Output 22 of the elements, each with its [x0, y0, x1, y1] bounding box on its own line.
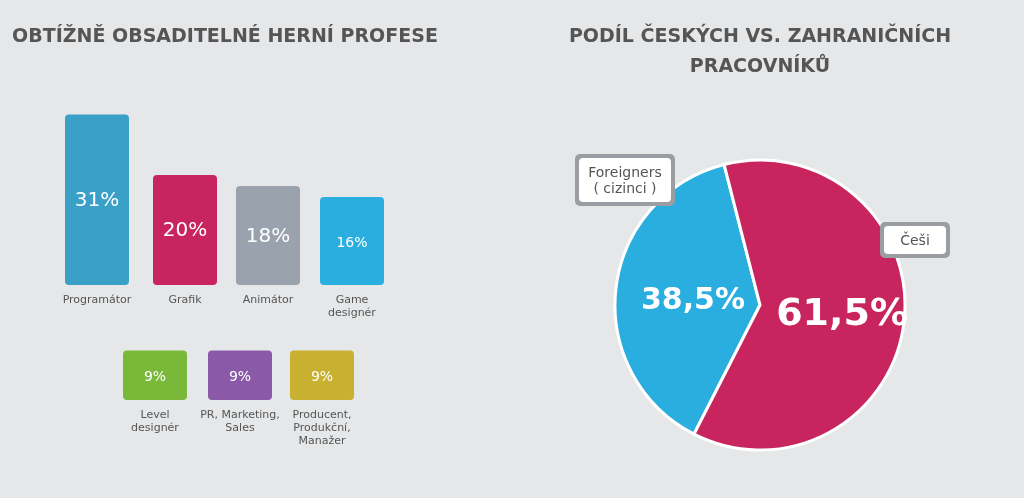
data-label: 9%: [228, 368, 252, 385]
data-label: 9%: [143, 368, 167, 385]
x-tick-label: Programátor: [62, 293, 132, 306]
x-tick-label: Producent, Produkční, Manažer: [292, 408, 352, 447]
data-label: 38,5%: [640, 280, 745, 316]
slice-label: Foreigners ( cizinci ): [588, 164, 662, 196]
data-label: 18%: [245, 222, 291, 247]
bar: [65, 114, 129, 285]
chart-title: PODÍL ČESKÝCH VS. ZAHRANIČNÍCH PRACOVNÍKŮ: [568, 23, 952, 76]
chart-title: OBTÍŽNĚ OBSADITELNÉ HERNÍ PROFESE: [12, 24, 438, 46]
slice-label: Češi: [900, 231, 930, 248]
x-tick-label: PR, Marketing, Sales: [200, 408, 280, 434]
x-tick-label: Animátor: [242, 293, 294, 306]
bar: [236, 186, 300, 285]
x-tick-label: Level designér: [131, 408, 180, 434]
x-tick-label: Game designér: [328, 293, 377, 319]
bar: [320, 197, 384, 285]
data-label: 31%: [74, 186, 120, 211]
x-tick-label: Grafik: [168, 293, 203, 306]
data-label: 20%: [162, 217, 208, 241]
data-label: 9%: [310, 368, 334, 385]
data-label: 16%: [336, 234, 368, 250]
